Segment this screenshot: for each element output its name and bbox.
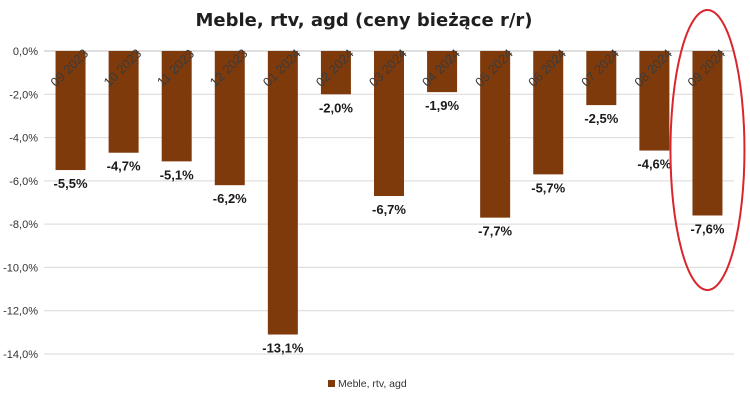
data-label: -7,6% bbox=[690, 221, 724, 236]
y-tick-label: 0,0% bbox=[13, 46, 38, 58]
bar bbox=[267, 51, 298, 335]
bar bbox=[320, 51, 351, 95]
data-label: -2,0% bbox=[319, 100, 353, 115]
bar bbox=[214, 51, 245, 186]
y-tick-label: -14,0% bbox=[3, 349, 38, 361]
chart-title: Meble, rtv, agd (ceny bieżące r/r) bbox=[195, 10, 532, 31]
data-label: -4,6% bbox=[637, 157, 671, 172]
y-tick-label: -4,0% bbox=[9, 133, 38, 145]
legend: Meble, rtv, agd bbox=[328, 378, 407, 390]
y-tick-label: -10,0% bbox=[3, 262, 38, 274]
data-label: -4,7% bbox=[107, 159, 141, 174]
data-label: -1,9% bbox=[425, 98, 459, 113]
data-label: -5,1% bbox=[160, 167, 194, 182]
bar bbox=[55, 51, 86, 171]
bar bbox=[108, 51, 139, 153]
bar bbox=[586, 51, 617, 106]
y-tick-label: -12,0% bbox=[3, 306, 38, 318]
bar bbox=[480, 51, 511, 218]
data-label: -5,5% bbox=[54, 176, 88, 191]
bar bbox=[374, 51, 404, 197]
data-label: -5,7% bbox=[531, 180, 565, 195]
bar bbox=[692, 51, 723, 216]
bar bbox=[533, 51, 564, 175]
bar bbox=[639, 51, 670, 151]
legend-label: Meble, rtv, agd bbox=[338, 378, 407, 390]
y-tick-label: -8,0% bbox=[9, 219, 38, 231]
y-tick-label: -6,0% bbox=[9, 176, 38, 188]
bar bbox=[427, 51, 458, 93]
legend-swatch bbox=[328, 380, 335, 387]
data-label: -7,7% bbox=[478, 224, 512, 239]
data-label: -2,5% bbox=[584, 111, 618, 126]
y-tick-label: -2,0% bbox=[9, 89, 38, 101]
bar bbox=[161, 51, 192, 162]
highlight-ellipse bbox=[669, 9, 746, 291]
data-label: -13,1% bbox=[262, 341, 304, 356]
data-label: -6,2% bbox=[213, 191, 247, 206]
data-label: -6,7% bbox=[372, 202, 406, 217]
